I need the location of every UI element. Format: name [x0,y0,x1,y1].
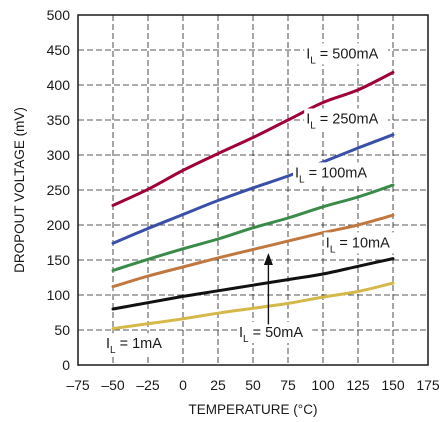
annotation-background [304,43,388,65]
x-tick-label: 50 [245,377,261,393]
series-lines [111,70,395,331]
annotation-background [323,232,399,254]
x-tick-labels: –75 –50 –25 0 25 50 75 100 125 150 175 [66,377,440,393]
series-annotation-label: IL = 100mA [295,165,367,185]
y-tick-label: 100 [47,287,71,303]
x-tick-label: –50 [101,377,125,393]
series-line [111,133,395,245]
series-line [111,257,395,311]
x-tick-label: 150 [381,377,405,393]
series-line [111,70,395,207]
y-tick-label: 200 [47,217,71,233]
annotation-background [304,108,388,130]
series-annotation-label: IL = 250mA [306,112,378,132]
series-annotation-label: IL = 10mA [326,235,390,255]
series-line [111,281,395,331]
grid-lines [78,15,428,365]
annotation-background [104,333,171,355]
x-axis-title: TEMPERATURE (°C) [189,402,318,417]
y-tick-labels: 0 50 100 150 200 250 300 350 400 450 500 [47,7,71,373]
y-tick-label: 350 [47,112,71,128]
x-tick-label: 0 [179,377,187,393]
x-tick-label: 100 [311,377,335,393]
y-axis-title: DROPOUT VOLTAGE (mV) [12,107,27,273]
x-tick-label: –25 [136,377,160,393]
x-tick-label: 25 [210,377,226,393]
series-annotations: IL = 500mA IL = 250mA IL = 100mA IL = 10mA I… [104,43,399,356]
series-annotation-label: IL = 500mA [306,46,378,66]
arrow-head [263,253,273,265]
x-tick-label: –75 [66,377,90,393]
x-tick-label: 175 [416,377,440,393]
y-tick-label: 450 [47,42,71,58]
series-line [111,213,395,289]
series-annotation-label: IL = 1mA [106,336,162,356]
plot-frame [77,14,429,366]
y-tick-label: 300 [47,147,71,163]
series-line [111,183,395,272]
x-tick-label: 125 [346,377,370,393]
annotation-background [293,162,377,184]
series-annotation-label: IL = 50mA [239,325,303,345]
y-tick-label: 500 [47,7,71,23]
y-tick-label: 400 [47,77,71,93]
y-tick-label: 50 [54,322,70,338]
x-tick-label: 75 [280,377,296,393]
y-tick-label: 150 [47,252,71,268]
annotation-background [237,322,313,343]
y-tick-label: 250 [47,182,71,198]
y-tick-label: 0 [62,357,70,373]
